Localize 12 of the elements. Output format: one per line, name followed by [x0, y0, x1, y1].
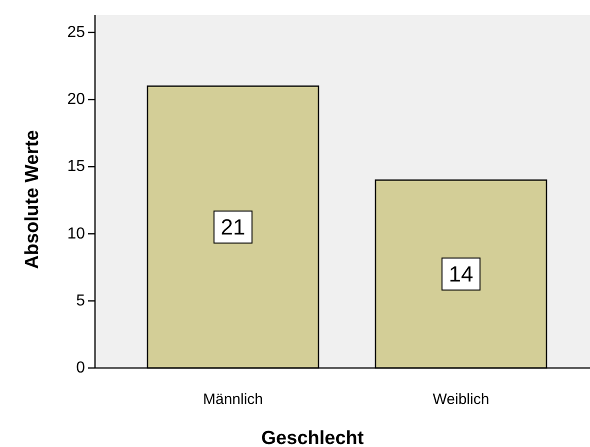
y-tick-label: 25: [67, 24, 86, 41]
data-label: 21: [220, 214, 246, 240]
x-tick-label: Weiblich: [432, 391, 490, 408]
x-axis-title: Geschlecht: [261, 428, 364, 447]
y-tick-label: 10: [67, 225, 86, 242]
y-tick-label: 0: [76, 360, 86, 376]
y-tick-label: 15: [67, 158, 86, 176]
x-tick-label: Männlich: [202, 391, 264, 408]
y-axis-title: Absolute Werte: [22, 130, 43, 270]
y-tick-label: 5: [76, 292, 86, 310]
data-label: 14: [448, 262, 474, 287]
y-tick-label: 20: [67, 91, 86, 108]
